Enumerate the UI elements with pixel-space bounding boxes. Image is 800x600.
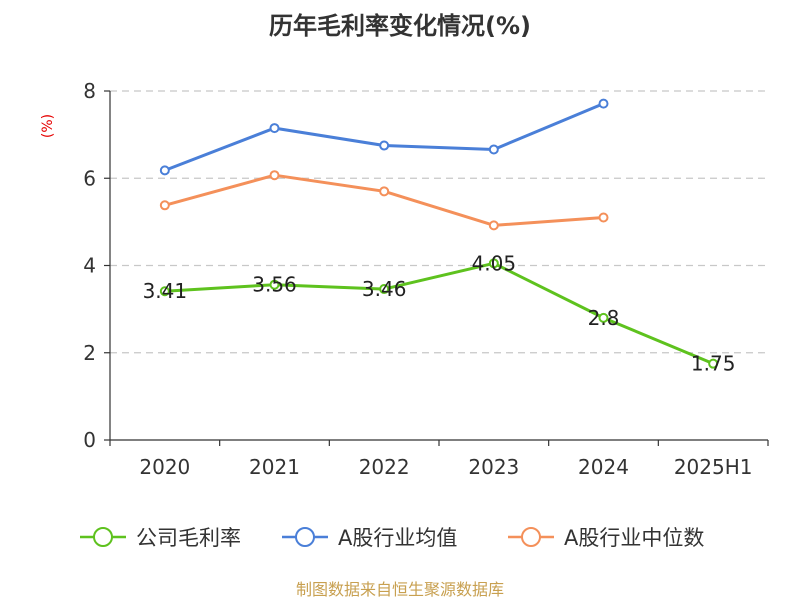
data-point [598,312,609,323]
x-tick-label: 2020 [139,455,190,479]
series-line-0 [164,261,714,366]
data-label: 3.46 [362,277,407,301]
y-tick-label: 0 [83,428,96,452]
chart-title: 历年毛利率变化情况(%) [269,12,531,40]
y-tick-label: 8 [83,79,96,103]
y-tick-label: 2 [83,341,96,365]
legend-marker [93,527,113,547]
legend-layer: 公司毛利率 A股行业均值 A股行业中位数 [80,526,704,550]
data-point [379,140,390,151]
data-point [598,98,609,109]
data-point [598,212,609,223]
x-tick-label: 2023 [468,455,519,479]
data-label: 3.56 [252,273,297,297]
legend-marker [295,527,315,547]
grid-layer [110,90,768,354]
data-source-note: 制图数据来自恒生聚源数据库 [295,580,504,599]
data-label: 2.8 [588,306,620,330]
data-point [708,358,719,369]
y-tick-label: 6 [83,166,96,190]
y-tick-label: 4 [83,254,96,278]
data-point [379,186,390,197]
x-tick-label: 2022 [359,455,410,479]
legend-marker [521,527,541,547]
x-tick-label: 2024 [578,455,629,479]
x-tick-label: 2021 [249,455,300,479]
legend-label: A股行业中位数 [564,526,704,550]
data-point [488,144,499,155]
series-line-1 [164,102,605,172]
series-layer [159,98,719,369]
data-point [269,123,280,134]
axis-layer: 0 2 4 6 8 2020 2021 2022 2023 2024 2025H1 [83,79,769,479]
data-point [379,284,390,295]
data-label-layer: 3.41 3.56 3.46 4.05 2.8 1.75 [143,251,736,375]
series-line-2 [164,173,604,227]
data-point [159,286,170,297]
legend-label: 公司毛利率 [136,526,241,550]
y-axis-unit: (%) [40,114,56,138]
data-point [159,200,170,211]
data-label: 4.05 [472,251,517,275]
data-point [269,279,280,290]
data-point [269,170,280,181]
data-point [488,220,499,231]
x-tick-label: 2025H1 [674,455,753,479]
data-label: 3.41 [143,279,188,303]
legend-label: A股行业均值 [338,526,457,550]
data-point [159,165,170,176]
data-point [488,258,499,269]
data-label: 1.75 [691,352,736,376]
